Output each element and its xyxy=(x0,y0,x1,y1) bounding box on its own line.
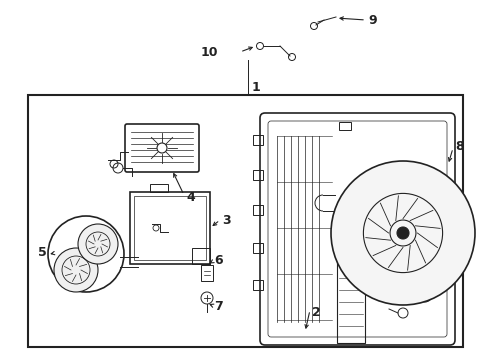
Bar xyxy=(201,265,213,281)
Text: 1: 1 xyxy=(252,81,261,94)
Bar xyxy=(253,280,263,290)
Bar xyxy=(339,122,351,130)
Bar xyxy=(337,258,365,343)
Bar xyxy=(253,243,263,253)
Bar xyxy=(134,196,206,260)
Bar xyxy=(253,205,263,215)
Bar xyxy=(192,248,210,264)
Circle shape xyxy=(78,224,118,264)
Text: 2: 2 xyxy=(312,306,321,320)
Circle shape xyxy=(397,227,409,239)
Text: 9: 9 xyxy=(368,14,377,27)
Text: 6: 6 xyxy=(214,253,222,266)
Text: 10: 10 xyxy=(200,45,218,59)
Text: 8: 8 xyxy=(455,140,464,153)
Bar xyxy=(253,135,263,145)
Text: 7: 7 xyxy=(214,300,223,312)
Text: 4: 4 xyxy=(186,190,195,203)
Bar xyxy=(150,184,168,192)
Bar xyxy=(28,95,463,347)
Text: 3: 3 xyxy=(222,213,231,226)
Bar xyxy=(253,170,263,180)
Text: 5: 5 xyxy=(38,246,47,258)
Circle shape xyxy=(157,143,167,153)
Circle shape xyxy=(331,161,475,305)
Bar xyxy=(130,192,210,264)
Circle shape xyxy=(54,248,98,292)
